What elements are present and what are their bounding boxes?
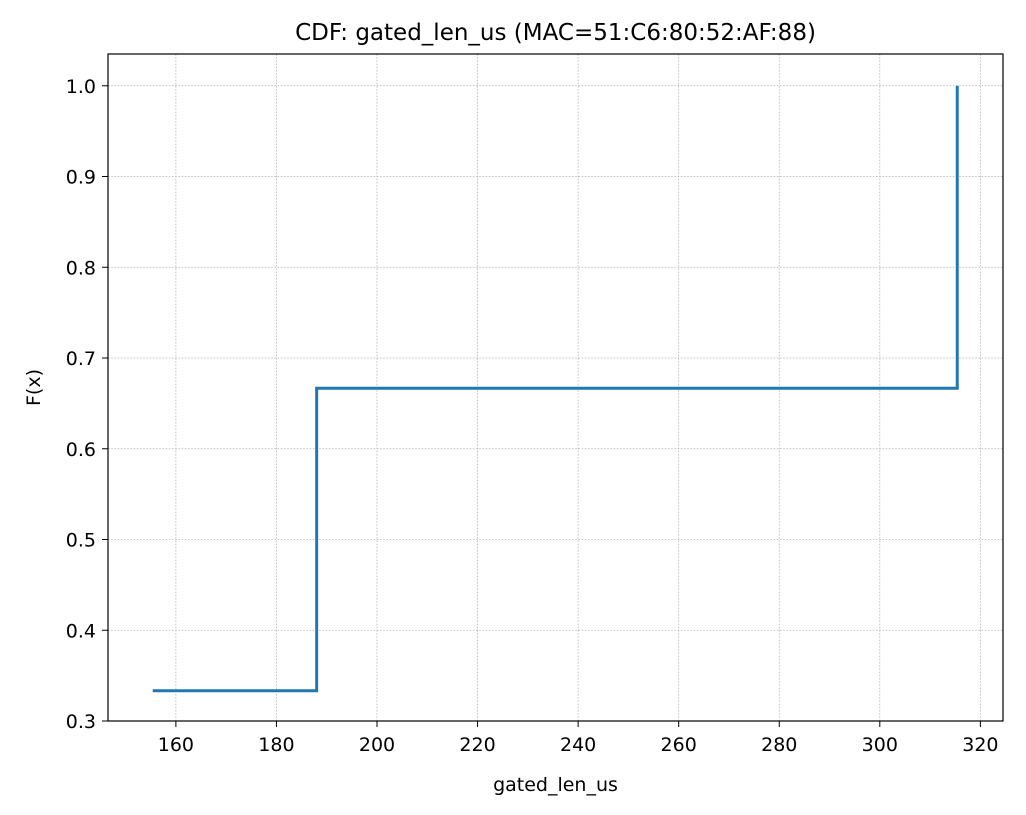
x-axis-ticks: 160 180 200 220 240 260 280 300 320 [158, 721, 999, 756]
y-axis-ticks: 0.3 0.4 0.5 0.6 0.7 0.8 0.9 1.0 [66, 76, 108, 733]
y-tick-label: 0.6 [66, 439, 96, 461]
y-tick-label: 0.4 [66, 620, 96, 642]
x-tick-label: 180 [258, 734, 294, 756]
y-tick-label: 0.7 [66, 348, 96, 370]
x-axis-label: gated_len_us [493, 774, 618, 796]
x-tick-label: 240 [560, 734, 596, 756]
y-axis-label: F(x) [23, 369, 45, 406]
x-tick-label: 200 [359, 734, 395, 756]
y-tick-label: 0.5 [66, 530, 96, 552]
x-tick-label: 320 [962, 734, 998, 756]
x-tick-label: 160 [158, 734, 194, 756]
x-tick-label: 260 [661, 734, 697, 756]
y-tick-label: 0.8 [66, 257, 96, 279]
y-tick-label: 0.3 [66, 711, 96, 733]
cdf-step-line [152, 85, 959, 693]
x-tick-label: 300 [862, 734, 898, 756]
y-tick-label: 1.0 [66, 76, 96, 98]
plot-area-frame [107, 53, 1004, 722]
y-tick-label: 0.9 [66, 167, 96, 189]
x-tick-label: 220 [459, 734, 495, 756]
x-tick-label: 280 [761, 734, 797, 756]
chart-title: CDF: gated_len_us (MAC=51:C6:80:52:AF:88… [295, 20, 816, 46]
series-layer [152, 85, 959, 693]
